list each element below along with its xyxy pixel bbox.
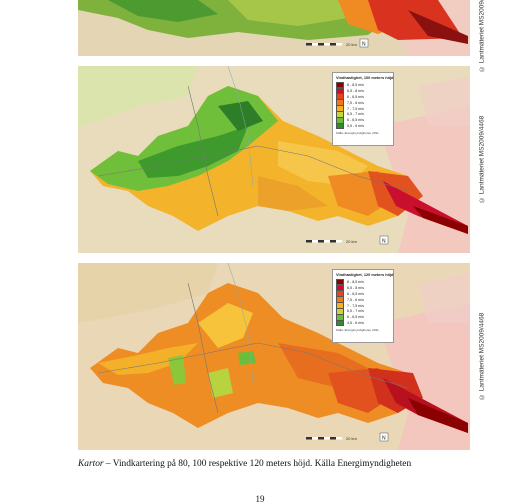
caption-text: – Vindkartering på 80, 100 respektive 12… [103,459,412,469]
scale-bar-2: 20 km [306,239,358,244]
wind-map-100m: 20 km N Vindhastighet, 100 meters höjd 8… [78,66,470,253]
legend-title: Vindhastighet, 120 meters höjd [336,272,394,277]
legend-100m: Vindhastighet, 100 meters höjd 8 - 8,5 m… [332,72,394,146]
map-80m-graphic: 20 km N [78,0,470,56]
wind-map-120m: 20 km N Vindhastighet, 120 meters höjd 8… [78,263,470,450]
scale-bar-3: 20 km [306,436,358,441]
caption-lead: Kartor [78,459,104,469]
scale-bar-1: 20 km [306,42,358,47]
figure-caption: Kartor – Vindkartering på 80, 100 respek… [78,459,478,469]
map-120m-graphic: 20 km N [78,263,470,450]
svg-text:N: N [382,239,386,245]
wind-map-80m: 20 km N [78,0,470,56]
scale-label-2: 20 km [346,239,358,244]
copyright-3: © Lantmäteriet MS2009/4468 [478,312,486,401]
svg-text:N: N [382,436,386,442]
svg-text:N: N [362,42,366,48]
scale-label-3: 20 km [346,436,358,441]
north-arrow-1: N [359,38,369,48]
scale-label-1: 20 km [346,42,358,47]
copyright-1: © Lantmäteriet MS2009/4468 [478,0,486,72]
legend-source: Källa: Energimyndigheten 2011 [336,131,379,136]
legend-source: Källa: Energimyndigheten 2011 [336,328,379,333]
legend-item: 5,5 - 6 m/s [336,122,390,130]
page-number: 19 [255,494,265,504]
legend-120m: Vindhastighet, 120 meters höjd 8 - 8,5 m… [332,269,394,343]
legend-title: Vindhastighet, 100 meters höjd [336,75,394,80]
north-arrow-3: N [379,432,389,442]
legend-item: 4,5 - 6 m/s [336,319,390,327]
copyright-2: © Lantmäteriet MS2009/4468 [478,115,486,204]
north-arrow-2: N [379,235,389,245]
map-100m-graphic: 20 km N [78,66,470,253]
